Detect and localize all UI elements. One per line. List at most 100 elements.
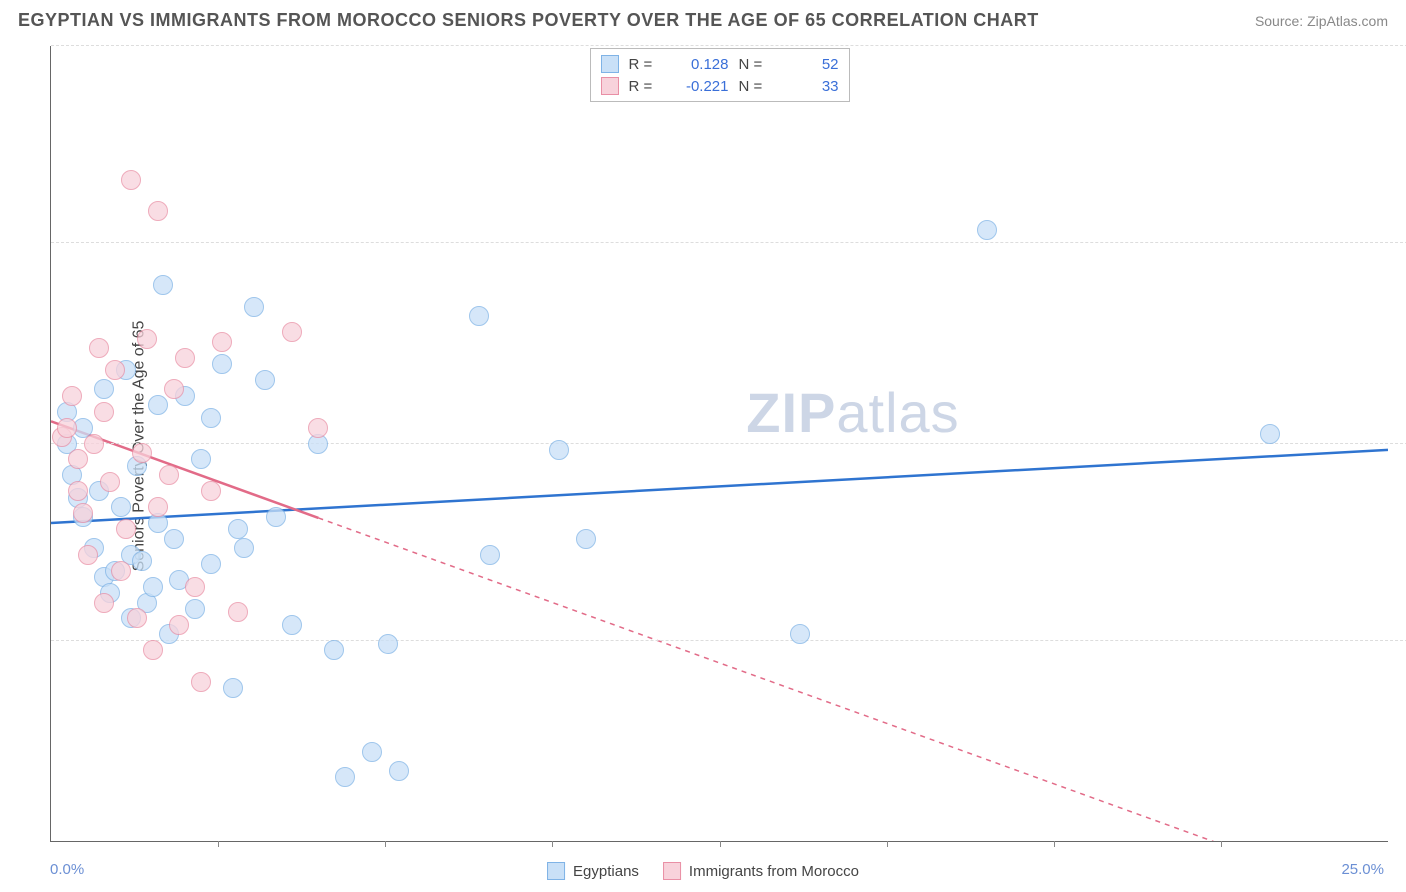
x-tick xyxy=(385,841,386,847)
point-egyptians xyxy=(266,507,286,527)
point-egyptians xyxy=(378,634,398,654)
scatter-chart: ZIPatlas R = 0.128 N = 52 R = -0.221 N =… xyxy=(50,46,1388,842)
point-morocco xyxy=(121,170,141,190)
point-morocco xyxy=(143,640,163,660)
point-morocco xyxy=(164,379,184,399)
point-morocco xyxy=(169,615,189,635)
point-egyptians xyxy=(324,640,344,660)
point-egyptians xyxy=(362,742,382,762)
point-morocco xyxy=(94,402,114,422)
legend-item-morocco: Immigrants from Morocco xyxy=(663,862,859,880)
point-egyptians xyxy=(234,538,254,558)
point-egyptians xyxy=(549,440,569,460)
swatch-egyptians xyxy=(547,862,565,880)
point-morocco xyxy=(105,360,125,380)
legend-item-egyptians: Egyptians xyxy=(547,862,639,880)
point-morocco xyxy=(84,434,104,454)
point-egyptians xyxy=(389,761,409,781)
r-label: R = xyxy=(629,78,659,95)
point-egyptians xyxy=(335,767,355,787)
point-morocco xyxy=(201,481,221,501)
point-morocco xyxy=(100,472,120,492)
x-tick xyxy=(1054,841,1055,847)
r-value-morocco: -0.221 xyxy=(669,78,729,95)
point-egyptians xyxy=(255,370,275,390)
point-morocco xyxy=(191,672,211,692)
point-morocco xyxy=(137,329,157,349)
point-egyptians xyxy=(244,297,264,317)
point-egyptians xyxy=(790,624,810,644)
legend-label: Immigrants from Morocco xyxy=(689,863,859,880)
gridline xyxy=(51,640,1406,641)
point-morocco xyxy=(175,348,195,368)
x-axis-min-label: 0.0% xyxy=(50,861,84,878)
x-axis-max-label: 25.0% xyxy=(1341,861,1384,878)
swatch-egyptians xyxy=(601,55,619,73)
point-egyptians xyxy=(94,379,114,399)
point-morocco xyxy=(68,481,88,501)
point-morocco xyxy=(111,561,131,581)
stats-row-egyptians: R = 0.128 N = 52 xyxy=(601,53,839,75)
point-morocco xyxy=(308,418,328,438)
point-morocco xyxy=(89,338,109,358)
gridline xyxy=(51,443,1406,444)
swatch-morocco xyxy=(601,77,619,95)
point-egyptians xyxy=(185,599,205,619)
point-morocco xyxy=(148,201,168,221)
point-morocco xyxy=(68,449,88,469)
point-morocco xyxy=(94,593,114,613)
point-morocco xyxy=(132,443,152,463)
point-egyptians xyxy=(1260,424,1280,444)
point-egyptians xyxy=(223,678,243,698)
n-label: N = xyxy=(739,78,769,95)
x-tick xyxy=(552,841,553,847)
point-egyptians xyxy=(132,551,152,571)
point-egyptians xyxy=(212,354,232,374)
point-morocco xyxy=(78,545,98,565)
point-egyptians xyxy=(191,449,211,469)
r-value-egyptians: 0.128 xyxy=(669,56,729,73)
x-tick xyxy=(218,841,219,847)
point-morocco xyxy=(57,418,77,438)
x-tick xyxy=(887,841,888,847)
r-label: R = xyxy=(629,56,659,73)
point-morocco xyxy=(116,519,136,539)
point-egyptians xyxy=(153,275,173,295)
point-egyptians xyxy=(111,497,131,517)
source-label: Source: ZipAtlas.com xyxy=(1255,13,1388,29)
point-morocco xyxy=(73,503,93,523)
regression-lines xyxy=(51,46,1388,841)
point-egyptians xyxy=(480,545,500,565)
gridline xyxy=(51,45,1406,46)
n-value-egyptians: 52 xyxy=(779,56,839,73)
point-morocco xyxy=(62,386,82,406)
point-egyptians xyxy=(469,306,489,326)
point-morocco xyxy=(228,602,248,622)
point-egyptians xyxy=(282,615,302,635)
point-morocco xyxy=(159,465,179,485)
point-egyptians xyxy=(228,519,248,539)
point-egyptians xyxy=(148,395,168,415)
chart-title: EGYPTIAN VS IMMIGRANTS FROM MOROCCO SENI… xyxy=(18,10,1039,31)
point-egyptians xyxy=(143,577,163,597)
point-egyptians xyxy=(164,529,184,549)
gridline xyxy=(51,242,1406,243)
point-egyptians xyxy=(977,220,997,240)
x-tick xyxy=(720,841,721,847)
point-morocco xyxy=(282,322,302,342)
watermark: ZIPatlas xyxy=(746,380,959,445)
point-egyptians xyxy=(576,529,596,549)
legend-label: Egyptians xyxy=(573,863,639,880)
point-egyptians xyxy=(201,554,221,574)
point-morocco xyxy=(148,497,168,517)
n-label: N = xyxy=(739,56,769,73)
x-tick xyxy=(1221,841,1222,847)
point-egyptians xyxy=(201,408,221,428)
series-legend: Egyptians Immigrants from Morocco xyxy=(547,862,859,880)
swatch-morocco xyxy=(663,862,681,880)
n-value-morocco: 33 xyxy=(779,78,839,95)
stats-row-morocco: R = -0.221 N = 33 xyxy=(601,75,839,97)
point-morocco xyxy=(185,577,205,597)
point-morocco xyxy=(212,332,232,352)
stats-legend: R = 0.128 N = 52 R = -0.221 N = 33 xyxy=(590,48,850,102)
